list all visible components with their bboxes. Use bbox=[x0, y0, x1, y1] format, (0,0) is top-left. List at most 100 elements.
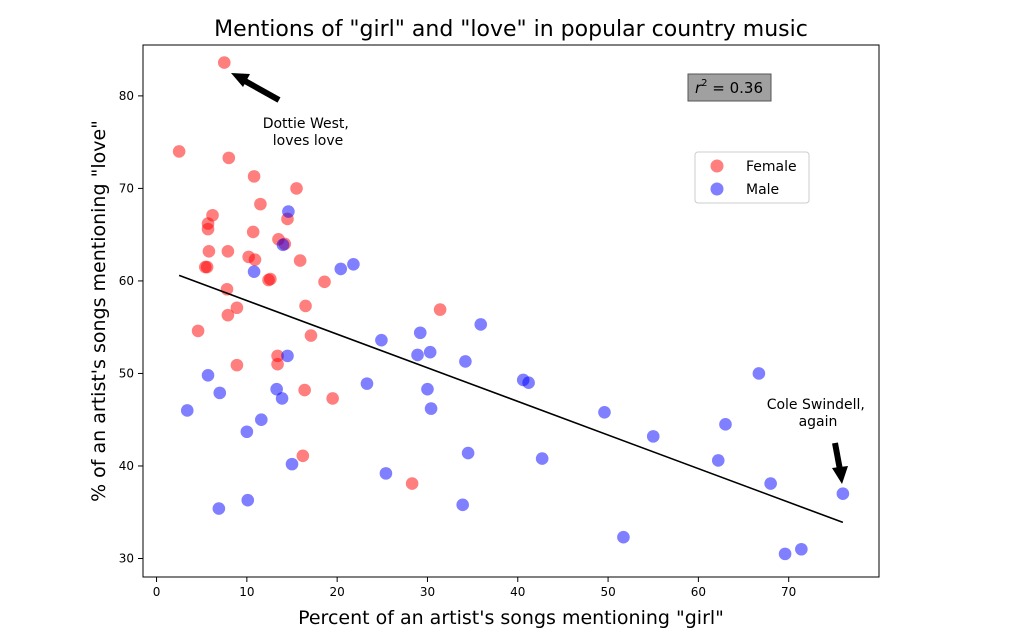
data-point-male bbox=[413, 326, 427, 340]
x-tick-label: 0 bbox=[153, 585, 161, 599]
data-point-female bbox=[254, 197, 267, 211]
legend-box bbox=[694, 151, 810, 204]
data-point-male bbox=[201, 369, 215, 382]
data-point-female bbox=[221, 308, 235, 322]
legend-label-male: Male bbox=[746, 182, 779, 198]
data-point-male bbox=[752, 367, 766, 380]
data-point-female bbox=[405, 477, 419, 490]
data-point-male bbox=[535, 452, 549, 465]
x-tick-label: 60 bbox=[691, 585, 706, 599]
data-point-female bbox=[202, 245, 216, 258]
r-squared-symbol: r bbox=[695, 79, 702, 97]
data-point-female bbox=[221, 245, 235, 258]
annotation-dottie-west-text: Dottie West, loves love bbox=[263, 116, 354, 149]
plot-area bbox=[142, 44, 880, 578]
data-point-male bbox=[711, 454, 725, 467]
data-point-male bbox=[255, 413, 268, 427]
data-point-male bbox=[836, 487, 850, 501]
data-point-male bbox=[522, 376, 535, 390]
legend-marker-female bbox=[710, 159, 724, 173]
annotation-dottie-west: Dottie West, loves love bbox=[231, 73, 354, 149]
data-point-male bbox=[459, 355, 472, 368]
data-point-male bbox=[474, 318, 488, 331]
data-point-female bbox=[246, 225, 260, 239]
data-point-male bbox=[719, 418, 732, 431]
data-point-male bbox=[360, 377, 374, 390]
y-axis: 30 40 50 60 70 80 bbox=[119, 89, 143, 565]
annotation-dottie-west-line-1: Dottie West, bbox=[263, 116, 349, 132]
data-point-male bbox=[240, 425, 254, 439]
data-point-male bbox=[334, 262, 348, 276]
legend: Female Male bbox=[694, 151, 810, 204]
annotation-cole-swindell-arrow-shaft bbox=[832, 442, 843, 471]
data-point-female bbox=[200, 260, 214, 274]
data-point-male bbox=[241, 493, 255, 507]
annotation-cole-swindell-line-2: again bbox=[799, 414, 838, 430]
data-point-female bbox=[299, 299, 312, 313]
data-point-female bbox=[201, 222, 215, 236]
data-point-female bbox=[230, 358, 244, 372]
annotation-dottie-west-arrow-head bbox=[231, 73, 250, 87]
data-point-male bbox=[424, 402, 438, 415]
x-tick-label: 20 bbox=[330, 585, 345, 599]
annotation-dottie-west-arrow-shaft bbox=[243, 78, 281, 103]
data-point-male bbox=[212, 502, 226, 515]
data-point-female bbox=[264, 272, 277, 286]
annotation-cole-swindell-text: Cole Swindell, again bbox=[767, 397, 870, 430]
y-tick-label: 70 bbox=[119, 181, 134, 195]
annotation-cole-swindell-arrow-head bbox=[832, 466, 848, 484]
data-point-female bbox=[326, 392, 339, 405]
data-point-male bbox=[375, 333, 388, 347]
r-squared-box: r2 = 0.36 bbox=[687, 73, 772, 102]
annotation-cole-swindell: Cole Swindell, again bbox=[767, 397, 870, 484]
r-squared-value: = 0.36 bbox=[708, 79, 764, 97]
data-point-male bbox=[617, 530, 630, 544]
trend-line bbox=[178, 274, 844, 524]
data-point-male bbox=[411, 348, 424, 362]
x-axis-label: Percent of an artist's songs mentioning … bbox=[298, 607, 724, 629]
data-point-male bbox=[276, 238, 290, 252]
r-squared-label: r2 = 0.36 bbox=[695, 78, 763, 97]
data-point-female bbox=[191, 324, 205, 338]
data-point-female bbox=[247, 170, 261, 183]
data-point-female bbox=[271, 357, 284, 371]
x-tick-label: 10 bbox=[239, 585, 254, 599]
data-point-female bbox=[293, 254, 307, 267]
annotation-cole-swindell-line-1: Cole Swindell, bbox=[767, 397, 865, 413]
chart-title: Mentions of "girl" and "love" in popular… bbox=[214, 17, 808, 42]
data-point-male bbox=[282, 205, 295, 218]
data-point-male bbox=[598, 406, 611, 419]
y-tick-label: 60 bbox=[119, 274, 134, 288]
legend-marker-male bbox=[710, 182, 724, 196]
x-tick-label: 30 bbox=[420, 585, 435, 599]
r-squared-background bbox=[687, 73, 772, 102]
data-point-female bbox=[217, 56, 231, 69]
y-tick-label: 50 bbox=[119, 366, 134, 380]
data-point-male bbox=[180, 404, 194, 417]
data-point-male bbox=[213, 386, 227, 400]
y-axis-label: % of an artist's songs mentioning "love" bbox=[88, 120, 110, 502]
x-tick-label: 50 bbox=[600, 585, 615, 599]
data-point-female bbox=[172, 145, 186, 158]
data-point-female bbox=[248, 253, 262, 266]
data-point-male bbox=[764, 477, 777, 490]
data-point-female bbox=[433, 303, 447, 316]
data-point-male bbox=[281, 349, 294, 363]
data-point-male bbox=[247, 265, 261, 278]
annotation-dottie-west-line-2: loves love bbox=[273, 133, 343, 149]
data-point-male bbox=[778, 547, 792, 561]
data-point-female bbox=[230, 301, 244, 315]
data-point-male bbox=[421, 382, 434, 396]
data-point-male bbox=[423, 345, 437, 359]
y-tick-label: 40 bbox=[119, 459, 134, 473]
data-point-female bbox=[298, 383, 311, 397]
data-point-female bbox=[290, 182, 303, 195]
data-point-female bbox=[304, 329, 318, 342]
data-points bbox=[172, 56, 850, 561]
data-point-male bbox=[270, 382, 283, 396]
data-point-male bbox=[379, 467, 393, 480]
y-tick-label: 30 bbox=[119, 551, 134, 565]
data-point-female bbox=[222, 151, 236, 165]
y-tick-label: 80 bbox=[119, 89, 134, 103]
